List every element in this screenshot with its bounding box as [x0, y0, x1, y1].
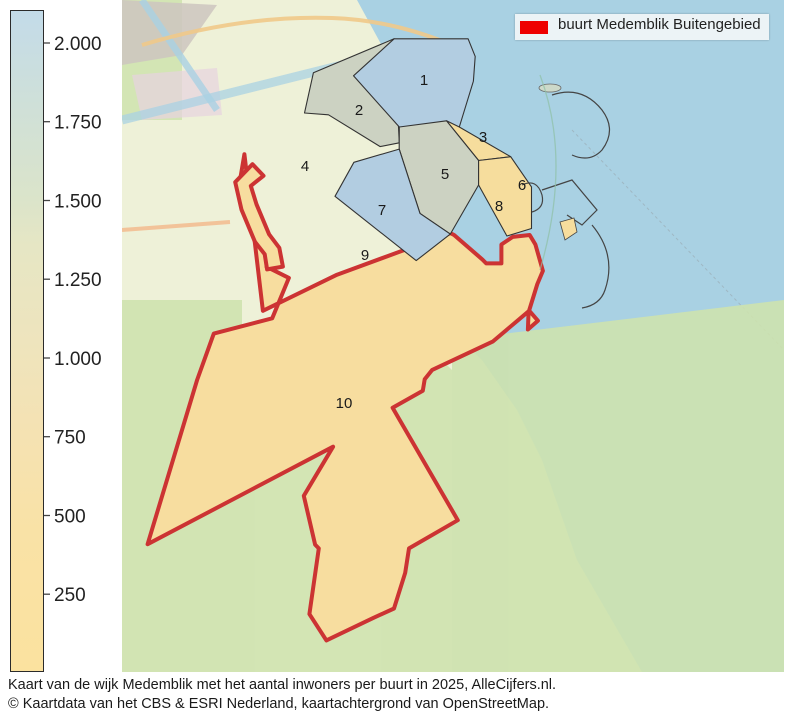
svg-text:500: 500 — [54, 507, 86, 528]
svg-text:5: 5 — [441, 166, 449, 183]
svg-text:1.500: 1.500 — [54, 192, 102, 213]
svg-text:8: 8 — [495, 198, 503, 215]
svg-text:4: 4 — [301, 158, 309, 175]
svg-text:10: 10 — [336, 395, 353, 412]
svg-text:9: 9 — [361, 247, 369, 264]
svg-text:250: 250 — [54, 585, 86, 606]
svg-text:1.250: 1.250 — [54, 270, 102, 291]
svg-text:1.750: 1.750 — [54, 113, 102, 134]
svg-text:1.000: 1.000 — [54, 349, 102, 370]
svg-text:7: 7 — [378, 202, 386, 219]
svg-text:2.000: 2.000 — [54, 34, 102, 55]
svg-text:2: 2 — [355, 102, 363, 119]
svg-text:750: 750 — [54, 428, 86, 449]
svg-text:1: 1 — [420, 72, 428, 89]
svg-text:6: 6 — [518, 177, 526, 194]
svg-text:3: 3 — [479, 129, 487, 146]
